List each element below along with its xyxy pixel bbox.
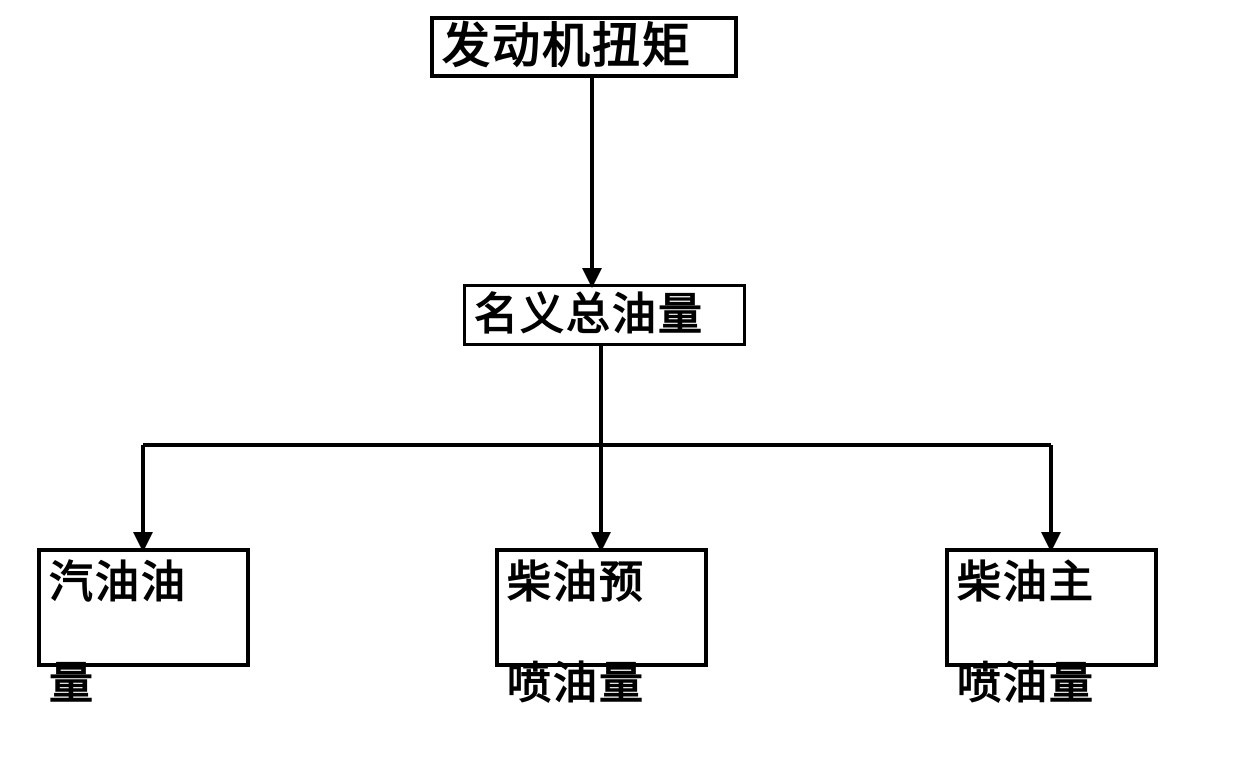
node-label: 名义总油量 [474,291,704,339]
node-label-line1: 汽油油 [49,558,187,609]
node-gasoline-fuel-qty: 汽油油 量 [37,548,250,667]
node-diesel-main-injection-qty: 柴油主 喷油量 [945,548,1158,667]
node-engine-torque: 发动机扭矩 [430,16,738,78]
node-label-line1: 柴油预 [507,558,645,609]
node-label-line2: 喷油量 [507,659,645,710]
node-label: 发动机扭矩 [442,21,692,74]
node-label-line2: 量 [49,659,95,710]
node-nominal-total-fuel: 名义总油量 [463,284,746,346]
node-label-line2: 喷油量 [957,659,1095,710]
node-diesel-pre-injection-qty: 柴油预 喷油量 [495,548,708,667]
node-label-line1: 柴油主 [957,558,1095,609]
